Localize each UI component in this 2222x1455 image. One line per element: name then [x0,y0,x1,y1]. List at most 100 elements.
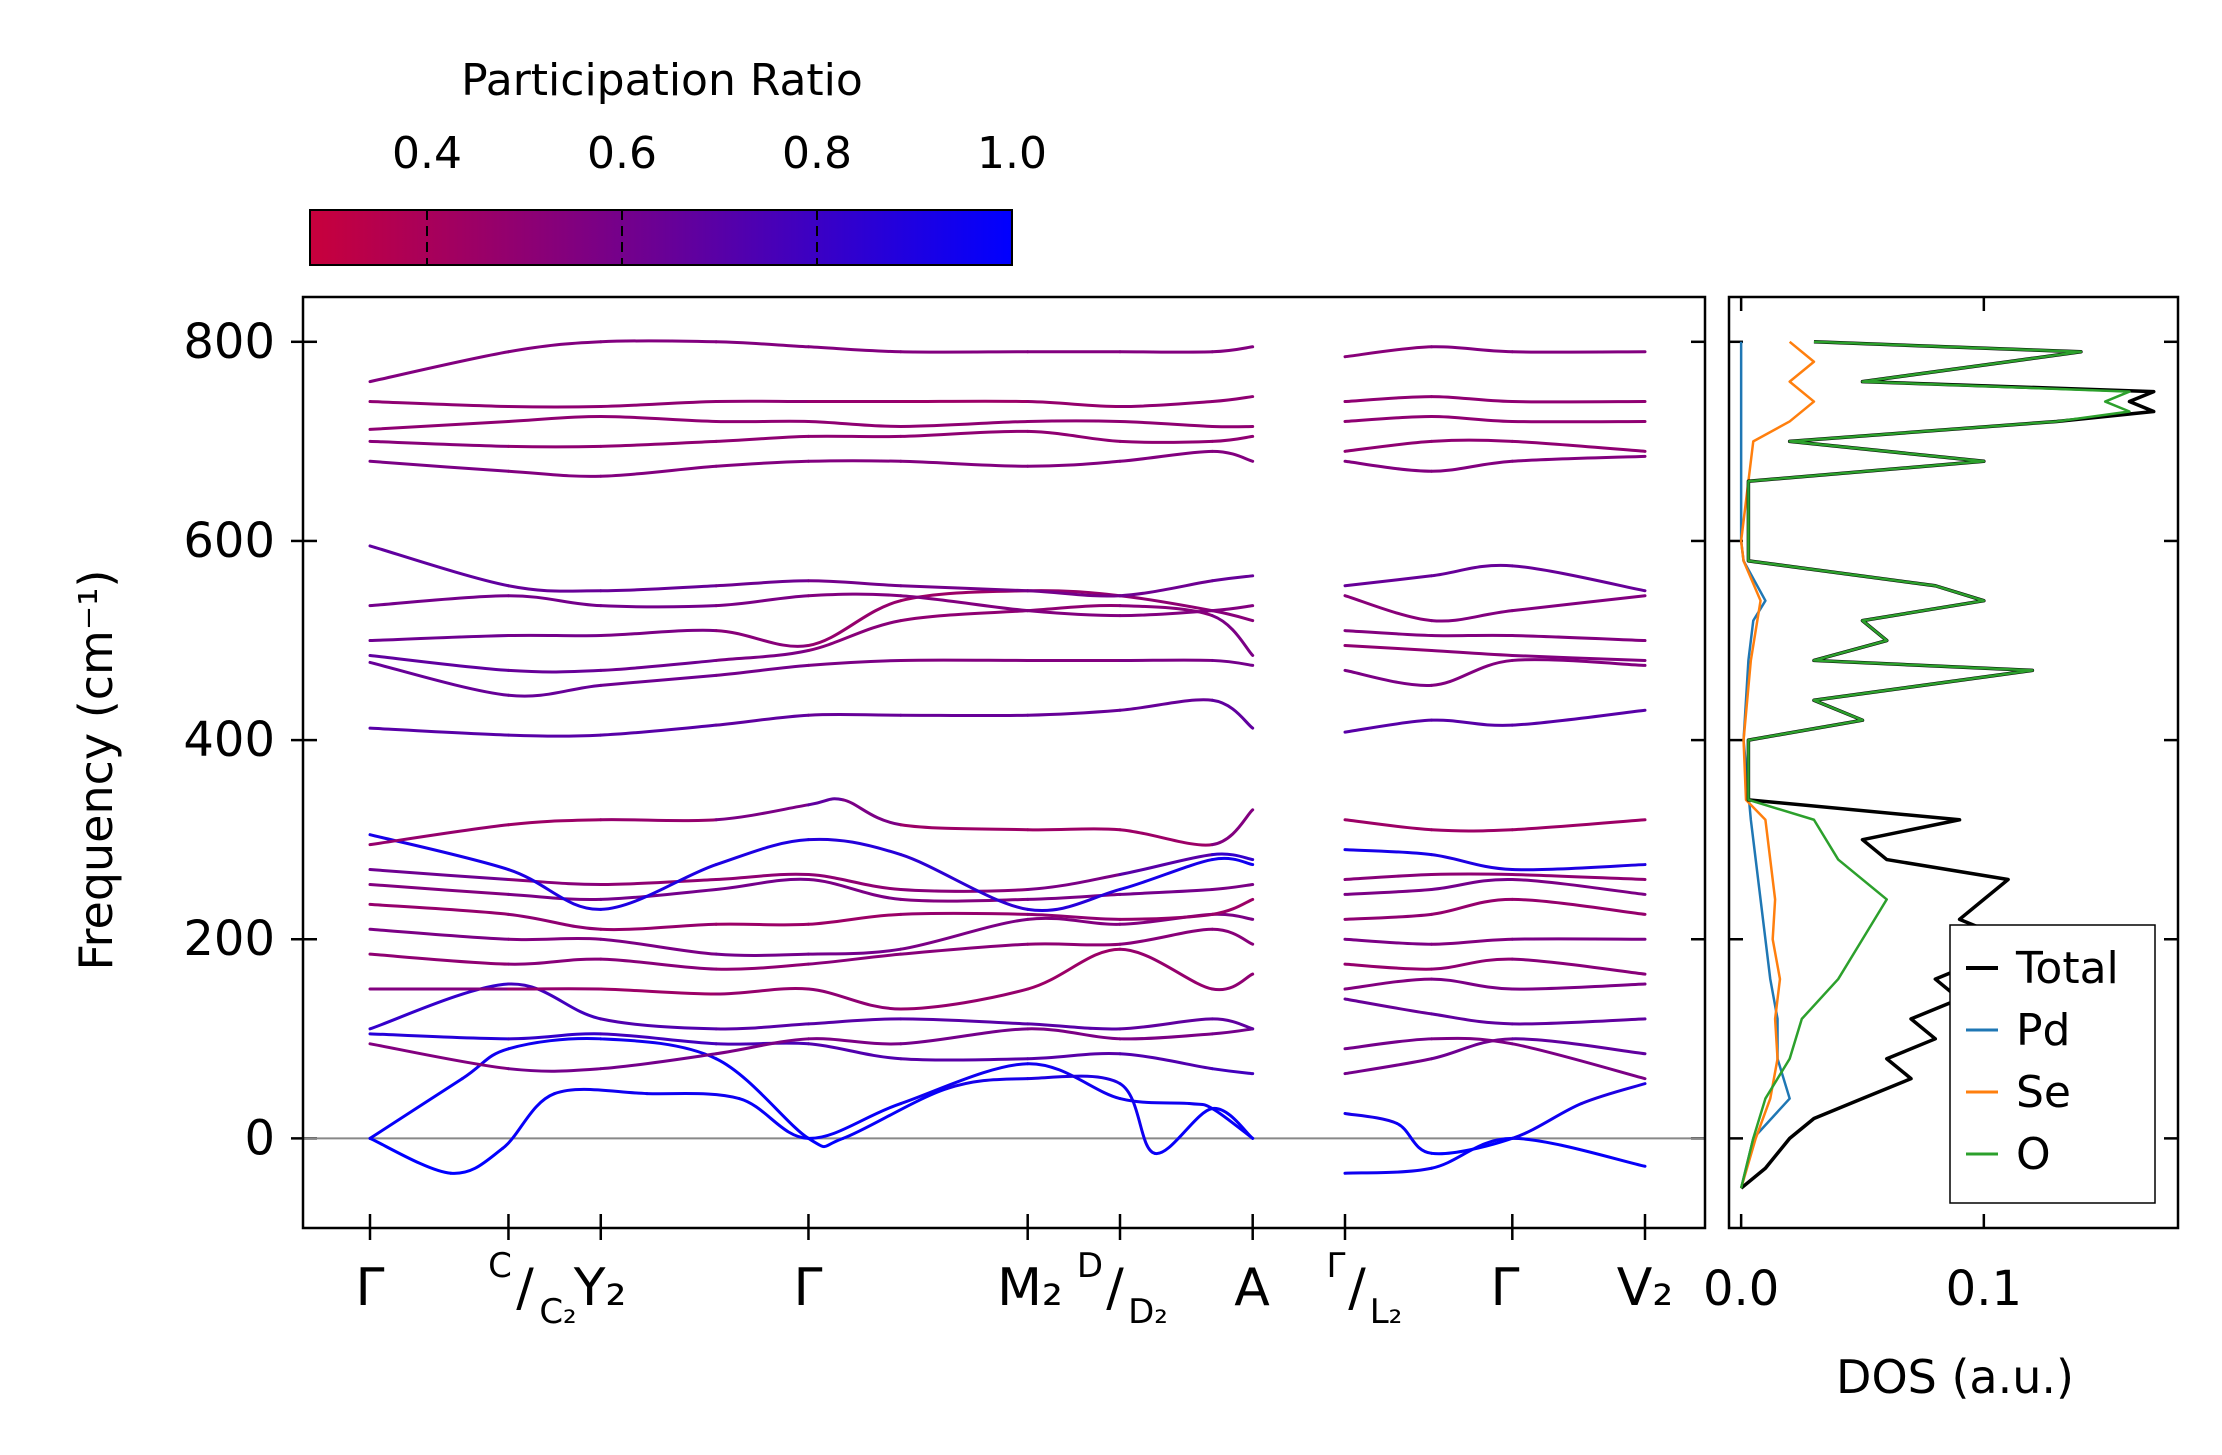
band-line [506,668,603,674]
band-line [368,419,510,431]
band-line [806,947,903,956]
band-line [714,594,810,608]
frequency-tick-label: 600 [183,513,275,569]
band-line [714,648,810,662]
band-line [506,912,603,931]
band-line [1510,1102,1584,1140]
legend-box [1949,924,2156,1204]
band-line [506,414,603,423]
kpath-label: M₂ [997,1258,1063,1318]
band-line [1430,1012,1514,1026]
band-line [806,1136,845,1148]
band-line [1510,1017,1647,1026]
dos-tick-labels: 0.0 0.1 [1703,1261,2022,1317]
band-line [1118,947,1214,991]
band-line [1430,438,1514,443]
band-line [806,345,903,354]
band-line [1343,644,1434,652]
colorbar-tick-label: 1.0 [977,128,1047,179]
band-line [1430,1037,1514,1061]
band-line [1026,827,1122,832]
band-line [714,434,810,443]
band-line [1343,439,1434,453]
kpath-label: / [1106,1258,1124,1318]
band-line [899,1017,1030,1026]
band-line [599,464,718,478]
band-line [506,444,603,449]
band-line [806,579,903,588]
band-line [368,868,510,881]
band-line [368,660,510,697]
band-line [368,439,510,448]
band-line [501,1092,557,1150]
band-line [599,987,718,996]
band-line [1118,828,1214,847]
band-line [506,733,603,738]
band-line [1026,419,1122,423]
band-line [1026,947,1122,991]
band-line [1026,1027,1122,1041]
band-line [1430,957,1514,971]
band-line [1580,1082,1647,1106]
band-line [1118,604,1214,618]
band-line [599,818,718,823]
band-line [506,683,603,698]
band-line [1118,594,1214,613]
band-line [1118,449,1214,463]
band-line [899,419,1030,428]
band-line [1430,853,1514,872]
band-line [506,818,603,827]
band-line [714,1057,810,1140]
band-line [1430,658,1514,687]
kpath-label: L₂ [1370,1292,1403,1332]
band-line [841,1087,949,1140]
band-line [1210,614,1255,657]
band-line [899,429,1030,438]
band-line [714,987,810,996]
band-line [1430,395,1514,404]
band-line [714,663,810,677]
band-line [599,1052,718,1071]
band-line [1118,698,1214,712]
band-line [1343,977,1434,991]
band-line [714,579,810,588]
band-line [806,419,903,428]
band-line [714,952,810,957]
kpath-label: C [488,1246,512,1286]
band-line [506,340,603,354]
band-line [506,1067,603,1073]
band-line [806,712,903,717]
band-line [599,439,718,448]
band-line [806,592,903,598]
band-line [506,868,603,911]
band-line [1210,882,1255,891]
band-line [1118,887,1214,896]
colorbar-tick-label: 0.6 [587,128,657,179]
band-line [714,922,810,927]
band-line [1510,873,1647,881]
band-line [1343,629,1434,638]
band-line [368,1032,510,1041]
band-line [1430,563,1514,578]
band-line [1343,818,1434,832]
band-line [599,339,718,344]
frequency-tick-label: 800 [183,314,275,370]
band-line [806,837,903,857]
band-line [506,1032,603,1041]
band-line [899,589,1030,603]
band-line [1210,449,1255,463]
band-line [1343,912,1434,921]
band-line [1510,658,1647,667]
band-line [1510,957,1647,976]
band-line [806,797,845,807]
band-line [1343,848,1434,857]
band-line [599,937,718,956]
band-line [1210,395,1255,404]
band-line [506,957,603,966]
band-line [1210,658,1255,667]
band-line [599,400,718,409]
band-line [806,873,903,891]
band-line [1026,609,1122,618]
